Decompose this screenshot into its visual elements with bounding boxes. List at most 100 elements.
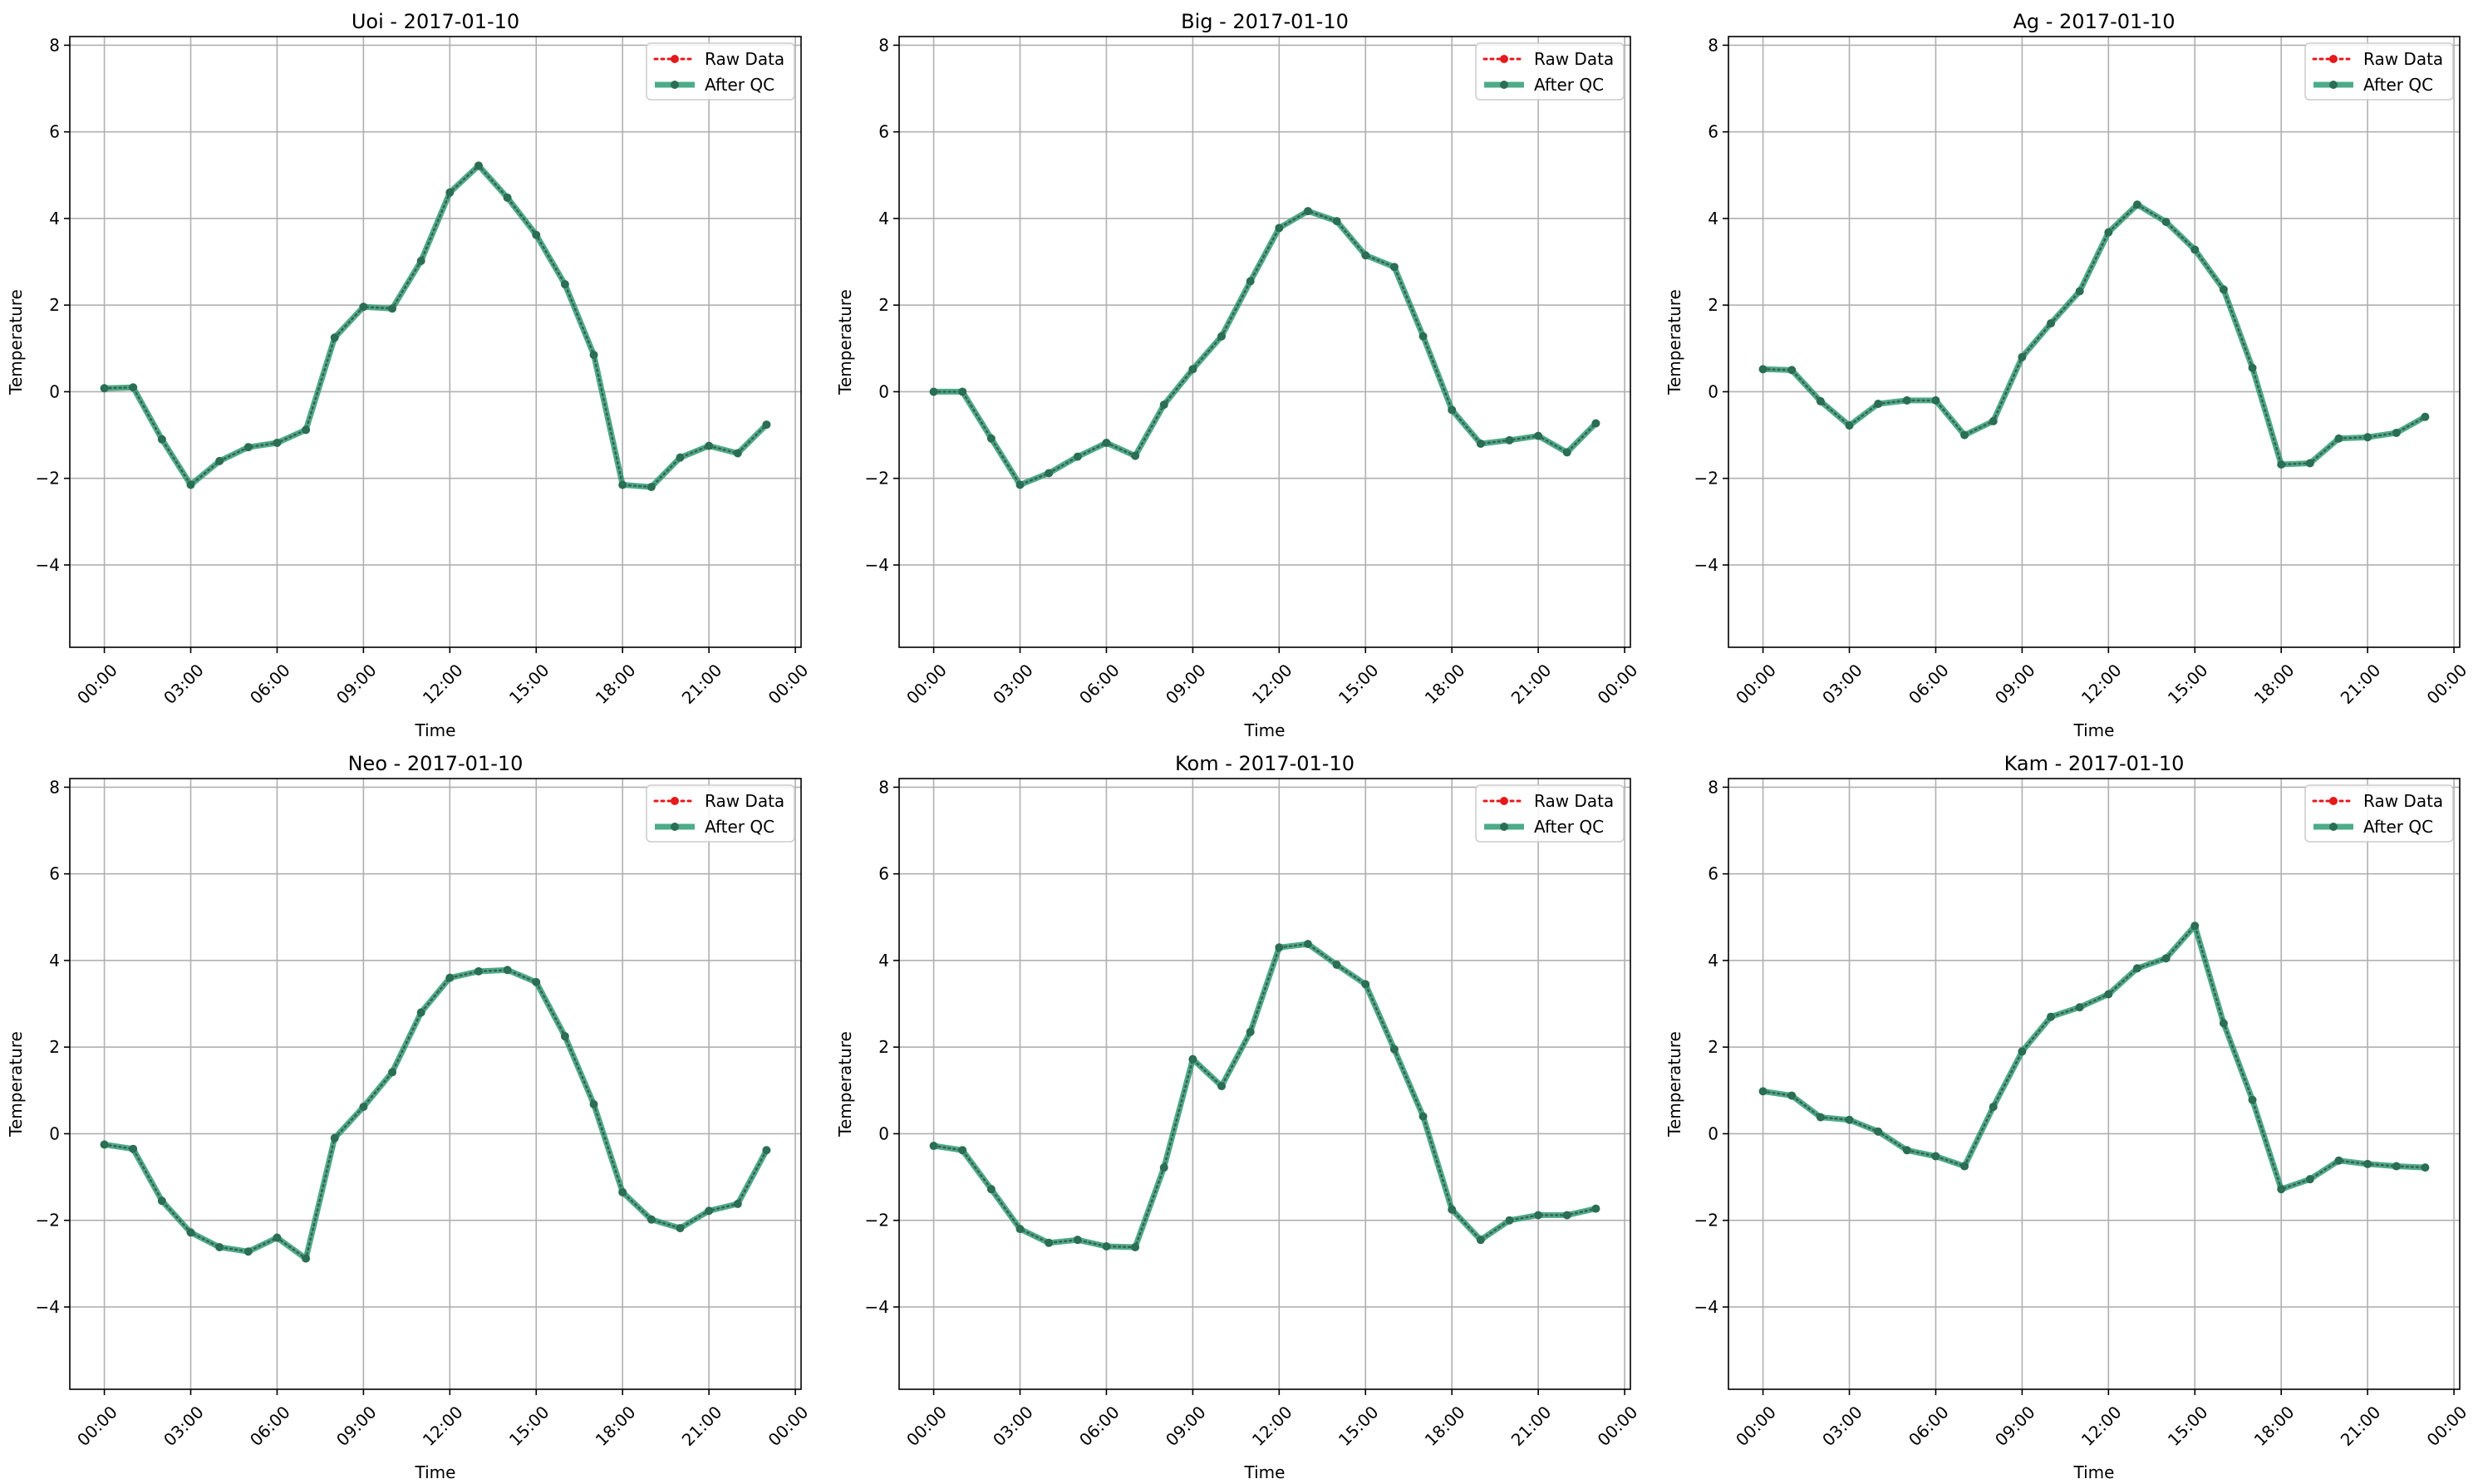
after-qc-point [503, 966, 512, 975]
after-qc-point [2018, 352, 2027, 361]
after-qc-point [705, 441, 714, 450]
after-qc-point [1045, 1238, 1054, 1247]
x-tick-label: 21:00 [1507, 1402, 1556, 1450]
after-qc-point [1758, 365, 1768, 374]
series-after-qc-line [1760, 922, 2428, 1192]
axes-frame [1728, 778, 2461, 1390]
after-qc-point [2190, 245, 2200, 254]
x-tick-label: 06:00 [246, 660, 294, 708]
y-tick-label: 2 [49, 295, 60, 315]
after-qc-point [1418, 1112, 1428, 1121]
after-qc-point [647, 1215, 656, 1224]
after-qc-point [618, 1187, 627, 1197]
after-qc-point [359, 1103, 368, 1112]
after-qc-point [1361, 251, 1370, 260]
after-qc-point [1015, 1225, 1025, 1234]
y-tick-label: 6 [878, 122, 889, 142]
y-axis-label: Temperature [835, 289, 855, 396]
x-tick-label: 00:00 [902, 1402, 951, 1450]
after-qc-point [762, 1146, 771, 1155]
after-qc-point [1159, 400, 1168, 410]
x-tick-label: 18:00 [1421, 660, 1469, 708]
after-qc-point [2248, 363, 2257, 372]
after-qc-point [2161, 218, 2171, 227]
after-qc-point [618, 480, 627, 489]
legend-qc-label: After QC [2363, 75, 2433, 95]
legend-raw-label: Raw Data [1534, 791, 1614, 811]
legend-qc-marker [1500, 823, 1508, 831]
after-qc-point [302, 1254, 311, 1263]
x-tick-label: 00:00 [902, 660, 951, 708]
after-qc-point [1418, 332, 1428, 341]
x-tick-label: 03:00 [989, 1402, 1037, 1450]
after-qc-point [647, 483, 656, 492]
after-qc-point [2219, 1019, 2228, 1028]
x-tick-label: 12:00 [2077, 1402, 2126, 1450]
y-tick-label: 8 [1708, 35, 1718, 55]
y-tick-label: 6 [878, 864, 889, 884]
y-tick-label: 4 [878, 951, 889, 970]
after-qc-point [762, 420, 771, 430]
x-tick-label: 15:00 [2164, 660, 2212, 708]
after-qc-point [100, 384, 109, 393]
axes-frame [898, 36, 1631, 648]
after-qc-point [503, 193, 512, 202]
subplot-5: 00:00 03:00 06:00 09:00 12:00 15:00 18:00 21:00… [835, 752, 1642, 1482]
after-qc-point [560, 1032, 569, 1041]
after-qc-point [1131, 1243, 1140, 1252]
series-raw-data-line [1762, 203, 2426, 466]
after-qc-point [676, 1224, 685, 1233]
after-qc-point [2018, 1047, 2027, 1056]
y-tick-label: 8 [1708, 777, 1718, 797]
y-tick-label: −2 [36, 1211, 60, 1231]
after-qc-point [1989, 1103, 1998, 1112]
after-qc-point [1902, 1146, 1911, 1155]
after-qc-point [1073, 452, 1082, 461]
after-qc-point [129, 383, 138, 392]
after-qc-point [1787, 366, 1797, 375]
x-tick-label: 00:00 [73, 1402, 121, 1450]
after-qc-point [1188, 1054, 1197, 1064]
x-tick-label: 00:00 [1732, 660, 1780, 708]
after-qc-point [2075, 287, 2084, 296]
y-tick-label: −2 [36, 469, 60, 489]
series-after-qc-line [1760, 201, 2428, 468]
x-tick-label: 15:00 [2164, 1402, 2212, 1450]
x-axis-label: Time [1244, 1462, 1286, 1480]
after-qc-point [1073, 1236, 1082, 1245]
legend: Raw Data After QC [1475, 784, 1625, 843]
series-raw-data-line [1762, 923, 2426, 1191]
y-tick-label: 4 [1708, 951, 1718, 970]
after-qc-point [1758, 1087, 1768, 1096]
after-qc-point [1303, 940, 1312, 949]
chart-title: Kom - 2017-01-10 [1175, 752, 1355, 775]
after-qc-point [1275, 224, 1284, 233]
x-tick-label: 00:00 [1594, 1402, 1642, 1450]
x-tick-label: 00:00 [2423, 660, 2471, 708]
legend-qc-marker [2329, 823, 2338, 831]
after-qc-point [1931, 1152, 1940, 1161]
after-qc-point [1591, 1204, 1600, 1213]
after-qc-point [1332, 217, 1341, 226]
x-tick-label: 12:00 [1248, 1402, 1296, 1450]
after-qc-point [1534, 1211, 1543, 1220]
after-qc-point [100, 1140, 109, 1149]
after-qc-point [2248, 1095, 2257, 1104]
after-qc-point [1217, 1082, 1227, 1091]
y-tick-label: 6 [1708, 864, 1718, 884]
y-tick-label: 0 [1708, 1123, 1718, 1143]
after-qc-point [1476, 1236, 1485, 1245]
after-qc-point [302, 425, 311, 435]
x-tick-label: 00:00 [1732, 1402, 1780, 1450]
x-tick-label: 21:00 [1507, 660, 1556, 708]
legend: Raw Data After QC [2304, 784, 2454, 843]
subplot-1: 00:00 03:00 06:00 09:00 12:00 15:00 18:00 21:00… [6, 10, 812, 740]
legend: Raw Data After QC [1475, 42, 1625, 101]
after-qc-point [2104, 990, 2113, 999]
x-tick-label: 18:00 [592, 660, 640, 708]
after-qc-point [1246, 1027, 1255, 1036]
x-tick-label: 06:00 [1905, 1402, 1953, 1450]
x-tick-label: 06:00 [246, 1402, 294, 1450]
after-qc-point [243, 443, 253, 452]
y-tick-label: 8 [49, 777, 60, 797]
